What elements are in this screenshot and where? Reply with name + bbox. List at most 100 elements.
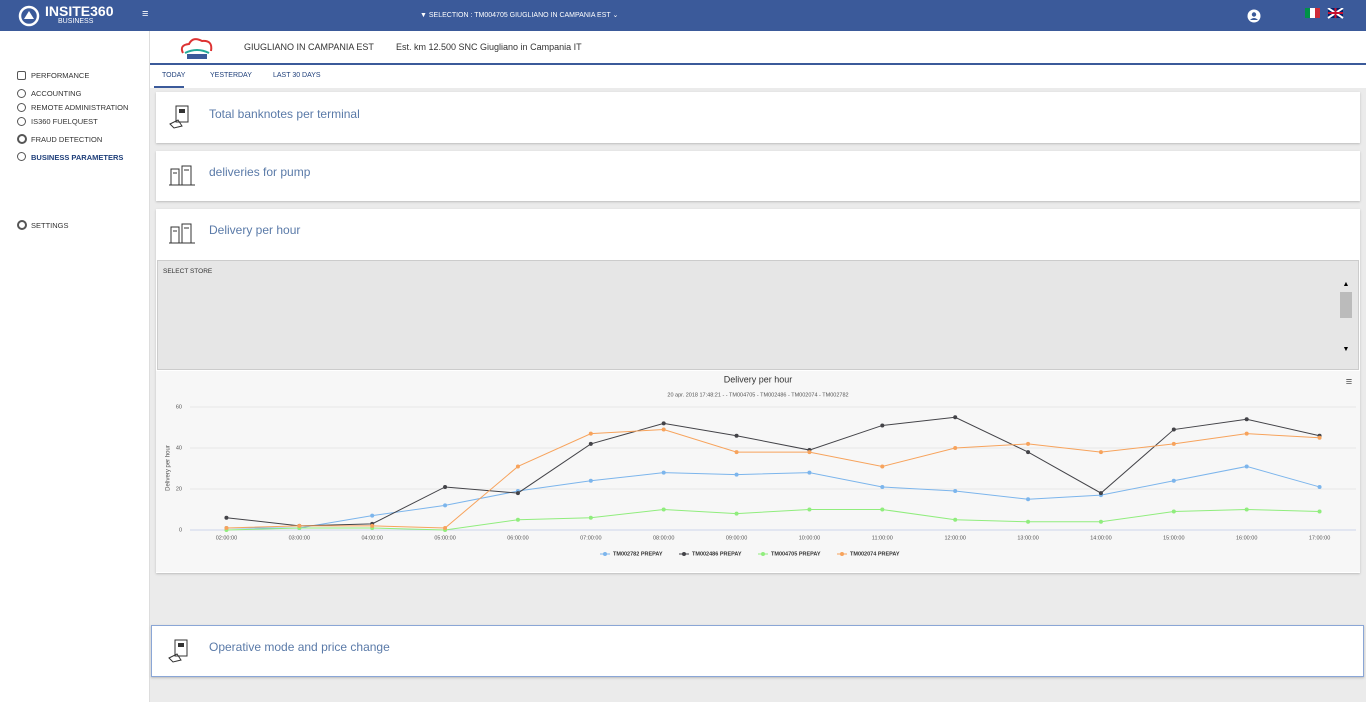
data-point	[807, 450, 812, 455]
menu-button[interactable]: ≡	[142, 8, 149, 20]
tabs: TODAY YESTERDAY LAST 30 DAYS	[150, 65, 1366, 88]
data-point	[1171, 509, 1176, 514]
panel[interactable]: deliveries for pump	[156, 151, 1360, 201]
y-tick-label: 0	[179, 527, 182, 533]
logo-icon	[18, 5, 40, 27]
legend-label: TM002782 PREPAY	[613, 551, 663, 557]
data-point	[661, 507, 666, 512]
x-tick-label: 04:00:00	[361, 535, 382, 541]
series-line	[226, 465, 1320, 529]
store-logo	[180, 38, 213, 59]
series-line	[226, 416, 1320, 527]
chart: Delivery per hour 20 apr. 2018 17:48:21 …	[156, 371, 1360, 572]
x-tick-label: 16:00:00	[1236, 535, 1257, 541]
data-point	[1171, 441, 1176, 446]
nav-item[interactable]: ACCOUNTING	[31, 89, 82, 98]
data-point	[1171, 478, 1176, 483]
data-point	[953, 446, 958, 450]
data-point	[515, 464, 520, 469]
x-tick-label: 13:00:00	[1017, 535, 1038, 541]
data-point	[1244, 431, 1249, 436]
legend-label: TM002486 PREPAY	[692, 551, 742, 557]
panel-icon	[169, 105, 189, 129]
series-line	[226, 429, 1320, 529]
tab[interactable]: LAST 30 DAYS	[273, 72, 321, 79]
x-tick-label: 06:00:00	[507, 535, 528, 541]
nav-item[interactable]: SETTINGS	[31, 221, 69, 230]
x-tick-label: 12:00:00	[944, 535, 965, 541]
chart-title: Delivery per hour	[724, 374, 793, 384]
data-point	[661, 421, 666, 426]
panel-title: Total banknotes per terminal	[209, 107, 360, 121]
logo-text: INSITE360	[45, 3, 114, 19]
y-axis-label: Delivery per hour	[166, 445, 172, 491]
data-point	[1317, 484, 1322, 489]
x-tick-label: 03:00:00	[289, 535, 310, 541]
data-point	[1026, 450, 1031, 455]
x-tick-label: 09:00:00	[726, 535, 747, 541]
panel-icon	[168, 639, 188, 663]
data-point	[1317, 509, 1322, 514]
data-point	[880, 464, 885, 469]
data-point	[880, 507, 885, 512]
x-tick-label: 10:00:00	[799, 535, 820, 541]
scrollbar[interactable]: ▲ ▼	[1339, 281, 1353, 361]
data-point	[1026, 441, 1031, 446]
data-point	[807, 507, 812, 512]
x-tick-label: 17:00:00	[1309, 535, 1330, 541]
panel[interactable]: Operative mode and price change	[151, 625, 1364, 677]
panel-title: Delivery per hour	[209, 223, 301, 237]
select-store[interactable]: SELECT STORE ▲ ▼	[157, 260, 1359, 370]
chart-subtitle: 20 apr. 2018 17:48:21 - - TM004705 - TM0…	[667, 392, 848, 398]
data-point	[224, 525, 229, 530]
data-point	[515, 491, 520, 496]
data-point	[1244, 464, 1249, 469]
data-point	[443, 484, 448, 489]
flags[interactable]	[1290, 8, 1346, 20]
data-point	[953, 517, 958, 522]
legend-marker	[603, 552, 607, 556]
data-point	[224, 515, 229, 520]
data-point	[1171, 427, 1176, 432]
selection-text: SELECTION : TM004705 GIUGLIANO IN CAMPAN…	[428, 12, 611, 19]
nav-item-active[interactable]: BUSINESS PARAMETERS	[31, 153, 124, 162]
nav-item[interactable]: FRAUD DETECTION	[31, 135, 103, 144]
panel[interactable]: Total banknotes per terminal	[156, 92, 1360, 143]
data-point	[1098, 519, 1103, 524]
store-name: GIUGLIANO IN CAMPANIA EST	[244, 42, 374, 52]
data-point	[515, 517, 520, 522]
y-tick-label: 20	[176, 486, 182, 492]
y-tick-label: 60	[176, 404, 182, 410]
panel-icon	[169, 165, 195, 186]
tab-active[interactable]: TODAY	[162, 72, 186, 79]
data-point	[370, 513, 375, 518]
data-point	[1026, 519, 1031, 524]
data-point	[370, 523, 375, 528]
selection[interactable]: ▼ SELECTION : TM004705 GIUGLIANO IN CAMP…	[420, 12, 619, 19]
x-tick-label: 05:00:00	[434, 535, 455, 541]
data-point	[588, 515, 593, 520]
legend-label: TM004705 PREPAY	[771, 551, 821, 557]
legend-marker	[761, 552, 765, 556]
x-tick-label: 15:00:00	[1163, 535, 1184, 541]
data-point	[807, 470, 812, 475]
data-point	[1317, 435, 1322, 440]
data-point	[734, 450, 739, 455]
nav-item[interactable]: REMOTE ADMINISTRATION	[31, 103, 129, 112]
select-store-label: SELECT STORE	[163, 268, 213, 275]
chart-menu[interactable]: ≡	[1346, 376, 1352, 388]
data-point	[1244, 417, 1249, 422]
data-point	[734, 511, 739, 516]
user-icon[interactable]	[1247, 9, 1261, 23]
top-bar: INSITE360 BUSINESS ≡ ▼ SELECTION : TM004…	[0, 0, 1366, 31]
nav-item[interactable]: IS360 FUELQUEST	[31, 117, 98, 126]
data-point	[1098, 450, 1103, 455]
nav-item[interactable]: PERFORMANCE	[31, 71, 90, 80]
x-tick-label: 02:00:00	[216, 535, 237, 541]
sidebar: PERFORMANCE ACCOUNTING REMOTE ADMINISTRA…	[0, 31, 150, 702]
store-address: Est. km 12.500 SNC Giugliano in Campania…	[396, 42, 582, 52]
data-point	[297, 523, 302, 528]
tab[interactable]: YESTERDAY	[210, 72, 252, 79]
store-header: GIUGLIANO IN CAMPANIA EST Est. km 12.500…	[150, 31, 1366, 65]
